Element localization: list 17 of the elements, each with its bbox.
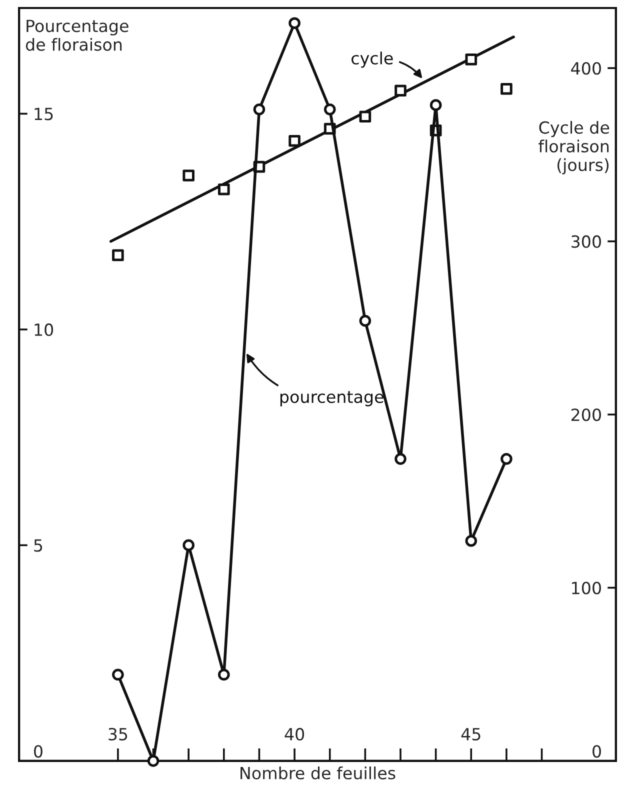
- series-label: pourcentage: [280, 391, 384, 406]
- x-tick-label: 40: [284, 728, 304, 741]
- y2-tick-label: 400: [571, 62, 601, 75]
- legend-label: cycle: [352, 52, 393, 68]
- y-tick-label: 10: [34, 323, 54, 336]
- y-axis-title: Pourcentage de floraison: [26, 20, 128, 51]
- y-tick-label: 15: [34, 108, 53, 120]
- y2-tick-label: 100: [572, 582, 601, 594]
- y-tick-label: 0: [34, 745, 42, 758]
- x-axis-title: Nombre de feuilles: [240, 766, 396, 780]
- y2-tick-label: 300: [572, 235, 601, 248]
- y2-axis-title: Cycle de floraison (jours): [538, 120, 610, 174]
- y2-tick-label: 200: [571, 408, 601, 422]
- y-tick-label: 5: [34, 539, 42, 552]
- x-tick-label: 45: [461, 728, 480, 741]
- x-tick-label: 35: [108, 728, 128, 741]
- y2-tick-label: 0: [592, 745, 601, 758]
